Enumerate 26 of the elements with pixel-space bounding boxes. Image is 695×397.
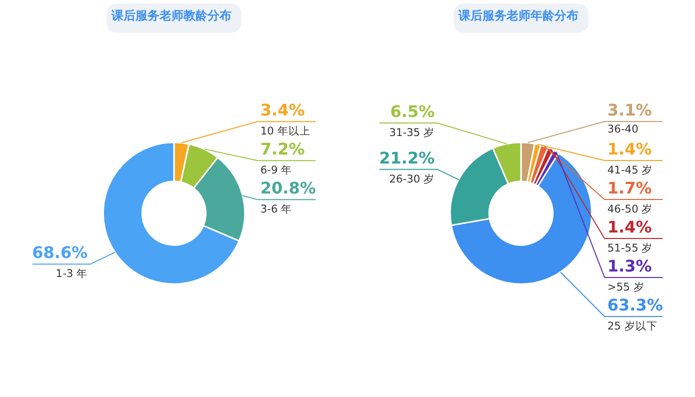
data-label: 68.6% <box>32 242 88 262</box>
slice-label: 25 岁以下 <box>607 319 658 332</box>
slice-label: 1-3 年 <box>56 266 88 280</box>
data-label: 7.2% <box>260 139 305 158</box>
slice-label: 26-30 岁 <box>389 172 435 186</box>
data-label: 21.2% <box>379 148 435 168</box>
chart-title: 课后服务老师年龄分布 <box>458 8 578 23</box>
slice-label: 10 年以上 <box>260 124 310 138</box>
slice-label: 36-40 <box>607 122 639 136</box>
data-label: 1.7% <box>607 178 652 198</box>
data-label: 1.4% <box>607 217 652 236</box>
slice-label: 3-6 年 <box>260 202 292 216</box>
data-label: 63.3% <box>607 295 663 314</box>
data-label: 20.8% <box>260 178 316 198</box>
slice-label: 46-50 岁 <box>607 202 653 216</box>
slice-label: >55 岁 <box>607 280 644 294</box>
data-label: 3.4% <box>260 100 305 120</box>
data-label: 6.5% <box>390 102 435 121</box>
slice-label: 41-45 岁 <box>607 163 653 176</box>
data-label: 1.4% <box>607 139 652 158</box>
data-label: 1.3% <box>607 256 652 276</box>
data-label: 3.1% <box>607 100 652 120</box>
chart-title: 课后服务老师教龄分布 <box>110 8 232 23</box>
slice-label: 6-9 年 <box>260 163 292 176</box>
slice-label: 31-35 岁 <box>389 126 435 139</box>
slice-label: 51-55 岁 <box>607 241 653 254</box>
